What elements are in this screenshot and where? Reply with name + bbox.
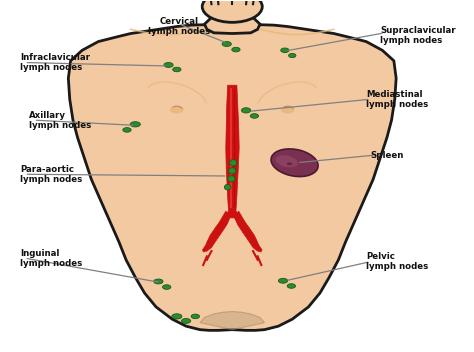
Polygon shape (236, 211, 262, 252)
Ellipse shape (224, 184, 231, 190)
Ellipse shape (173, 67, 181, 72)
Polygon shape (202, 211, 228, 252)
Ellipse shape (271, 149, 318, 177)
Ellipse shape (232, 47, 240, 52)
Ellipse shape (163, 285, 171, 289)
Text: Supraclavicular
lymph nodes: Supraclavicular lymph nodes (380, 26, 456, 45)
Ellipse shape (287, 284, 295, 288)
Ellipse shape (182, 319, 191, 323)
Ellipse shape (278, 278, 288, 283)
Polygon shape (68, 25, 396, 331)
Ellipse shape (281, 106, 294, 113)
Text: Cervical
lymph nodes: Cervical lymph nodes (148, 17, 210, 36)
Ellipse shape (222, 42, 231, 46)
Text: Inguinal
lymph nodes: Inguinal lymph nodes (20, 249, 82, 268)
Text: Mediastinal
lymph nodes: Mediastinal lymph nodes (366, 90, 428, 109)
Ellipse shape (241, 108, 251, 113)
Text: Spleen: Spleen (371, 151, 404, 159)
Ellipse shape (164, 63, 173, 67)
Ellipse shape (289, 54, 296, 58)
Ellipse shape (202, 0, 262, 22)
Ellipse shape (170, 106, 183, 113)
Ellipse shape (123, 128, 131, 132)
Text: Para-aortic
lymph nodes: Para-aortic lymph nodes (20, 165, 82, 184)
Ellipse shape (281, 48, 289, 52)
Polygon shape (205, 85, 259, 251)
Ellipse shape (130, 122, 140, 127)
Ellipse shape (229, 159, 237, 166)
Polygon shape (205, 10, 260, 33)
Text: Axillary
lymph nodes: Axillary lymph nodes (29, 111, 91, 130)
Ellipse shape (250, 114, 259, 118)
Polygon shape (200, 312, 264, 330)
Ellipse shape (228, 176, 235, 182)
Ellipse shape (275, 155, 298, 167)
Ellipse shape (228, 212, 237, 216)
Ellipse shape (172, 314, 182, 319)
Text: Infraclavicular
lymph nodes: Infraclavicular lymph nodes (20, 53, 90, 72)
Ellipse shape (154, 279, 163, 284)
Text: Pelvic
lymph nodes: Pelvic lymph nodes (366, 252, 428, 271)
Ellipse shape (228, 168, 236, 174)
Ellipse shape (287, 162, 292, 165)
Ellipse shape (191, 314, 200, 319)
